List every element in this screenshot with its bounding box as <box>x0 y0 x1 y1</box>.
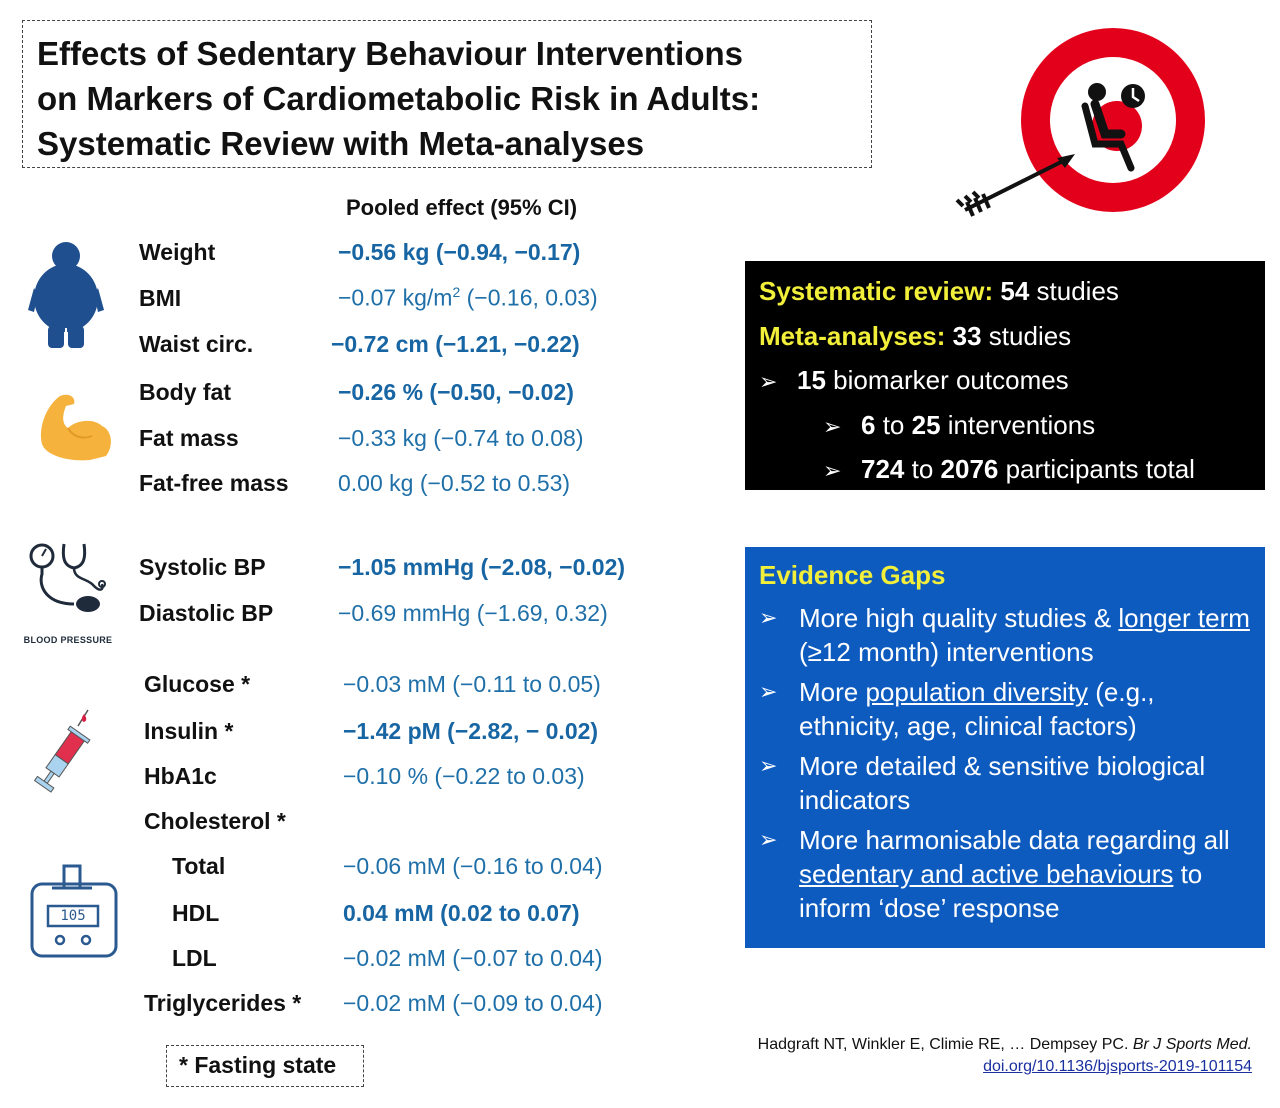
row-value: −0.02 mM (−0.07 to 0.04) <box>343 944 603 971</box>
gap-item: ➢ More detailed & sensitive biological i… <box>759 751 1206 815</box>
title-line-2: on Markers of Cardiometabolic Risk in Ad… <box>37 80 761 117</box>
fasting-state-note: * Fasting state <box>166 1045 364 1087</box>
arrow-bullet-icon: ➢ <box>823 458 842 483</box>
arrow-bullet-icon: ➢ <box>759 605 778 630</box>
row-value: −1.05 mmHg (−2.08, −0.02) <box>338 553 626 580</box>
row-value: −0.10 % (−0.22 to 0.03) <box>343 762 585 789</box>
row-label: Cholesterol * <box>144 807 286 834</box>
gap-item: ➢ More harmonisable data regarding all s… <box>759 825 1230 923</box>
citation-authors-line: Hadgraft NT, Winkler E, Climie RE, … Dem… <box>757 1036 1252 1053</box>
arrow-bullet-icon: ➢ <box>759 753 778 778</box>
row-label: Fat mass <box>139 424 239 451</box>
row-label: Fat-free mass <box>139 469 289 496</box>
gap-item: ➢ More population diversity (e.g., ethni… <box>759 677 1155 741</box>
arrow-bullet-icon: ➢ <box>759 827 778 852</box>
row-value: −0.06 mM (−0.16 to 0.04) <box>343 852 603 879</box>
pooled-effect-header: Pooled effect (95% CI) <box>346 195 578 220</box>
meta-analyses-line: Meta-analyses: 33 studies <box>759 320 1072 351</box>
row-value: −0.03 mM (−0.11 to 0.05) <box>343 670 601 697</box>
citation: Hadgraft NT, Winkler E, Climie RE, … Dem… <box>758 1034 1252 1078</box>
row-value: 0.00 kg (−0.52 to 0.53) <box>338 469 571 496</box>
gap-item: ➢ More high quality studies & longer ter… <box>759 603 1250 667</box>
row-label: Body fat <box>139 378 231 405</box>
row-value: 0.04 mM (0.02 to 0.07) <box>343 899 580 926</box>
row-label: Glucose * <box>144 670 251 697</box>
row-label: Triglycerides * <box>144 989 302 1016</box>
row-label: Insulin * <box>144 717 234 744</box>
title-line-1: Effects of Sedentary Behaviour Intervent… <box>37 35 744 72</box>
row-label: BMI <box>139 284 182 311</box>
row-label: Waist circ. <box>139 330 254 357</box>
outcomes-line: ➢ 15 biomarker outcomes <box>759 358 1251 403</box>
evidence-gaps-box: Evidence Gaps ➢ More high quality studie… <box>745 547 1265 948</box>
blood-pressure-icon: BLOOD PRESSURE <box>18 538 118 645</box>
meter-display: 105 <box>60 908 86 924</box>
arrow-bullet-icon: ➢ <box>823 413 842 439</box>
review-summary-box: Systematic review: 54 studies Meta-analy… <box>745 261 1265 490</box>
row-label: HbA1c <box>144 762 217 789</box>
row-label: Systolic BP <box>139 553 266 580</box>
row-value: −0.26 % (−0.50, −0.02) <box>338 378 574 405</box>
overweight-person-icon <box>28 242 104 348</box>
row-label: Total <box>172 852 226 879</box>
row-label: LDL <box>172 944 217 971</box>
row-label: Weight <box>139 238 216 265</box>
doi-link[interactable]: doi.org/10.1136/bjsports-2019-101154 <box>983 1058 1252 1075</box>
flexed-bicep-icon <box>40 394 111 461</box>
blood-pressure-caption: BLOOD PRESSURE <box>23 635 113 645</box>
row-value: −0.56 kg (−0.94, −0.17) <box>338 238 581 265</box>
row-value: −0.72 cm (−1.21, −0.22) <box>331 330 580 357</box>
interventions-line: ➢ 6 to 25 interventions <box>759 403 1251 448</box>
evidence-gaps-title: Evidence Gaps <box>759 560 946 590</box>
participants-line: ➢ 724 to 2076 participants total <box>759 447 1251 492</box>
row-label: Diastolic BP <box>139 599 274 626</box>
row-value: −0.02 mM (−0.09 to 0.04) <box>343 989 603 1016</box>
row-value: −1.42 pM (−2.82, − 0.02) <box>343 717 599 744</box>
target-sedentary-icon <box>955 28 1205 217</box>
syringe-icon <box>34 709 91 793</box>
row-value: −0.07 kg/m2 (−0.16, 0.03) <box>338 284 598 311</box>
systematic-review-line: Systematic review: 54 studies <box>759 276 1119 306</box>
arrow-bullet-icon: ➢ <box>759 369 778 394</box>
title-line-3: Systematic Review with Meta-analyses <box>37 125 645 162</box>
arrow-bullet-icon: ➢ <box>759 679 778 704</box>
row-value: −0.33 kg (−0.74 to 0.08) <box>338 424 584 451</box>
row-value: −0.69 mmHg (−1.69, 0.32) <box>338 599 608 626</box>
row-label: HDL <box>172 899 220 926</box>
glucose-meter-icon: 105 <box>30 864 118 958</box>
title-box: Effects of Sedentary Behaviour Intervent… <box>22 20 872 168</box>
